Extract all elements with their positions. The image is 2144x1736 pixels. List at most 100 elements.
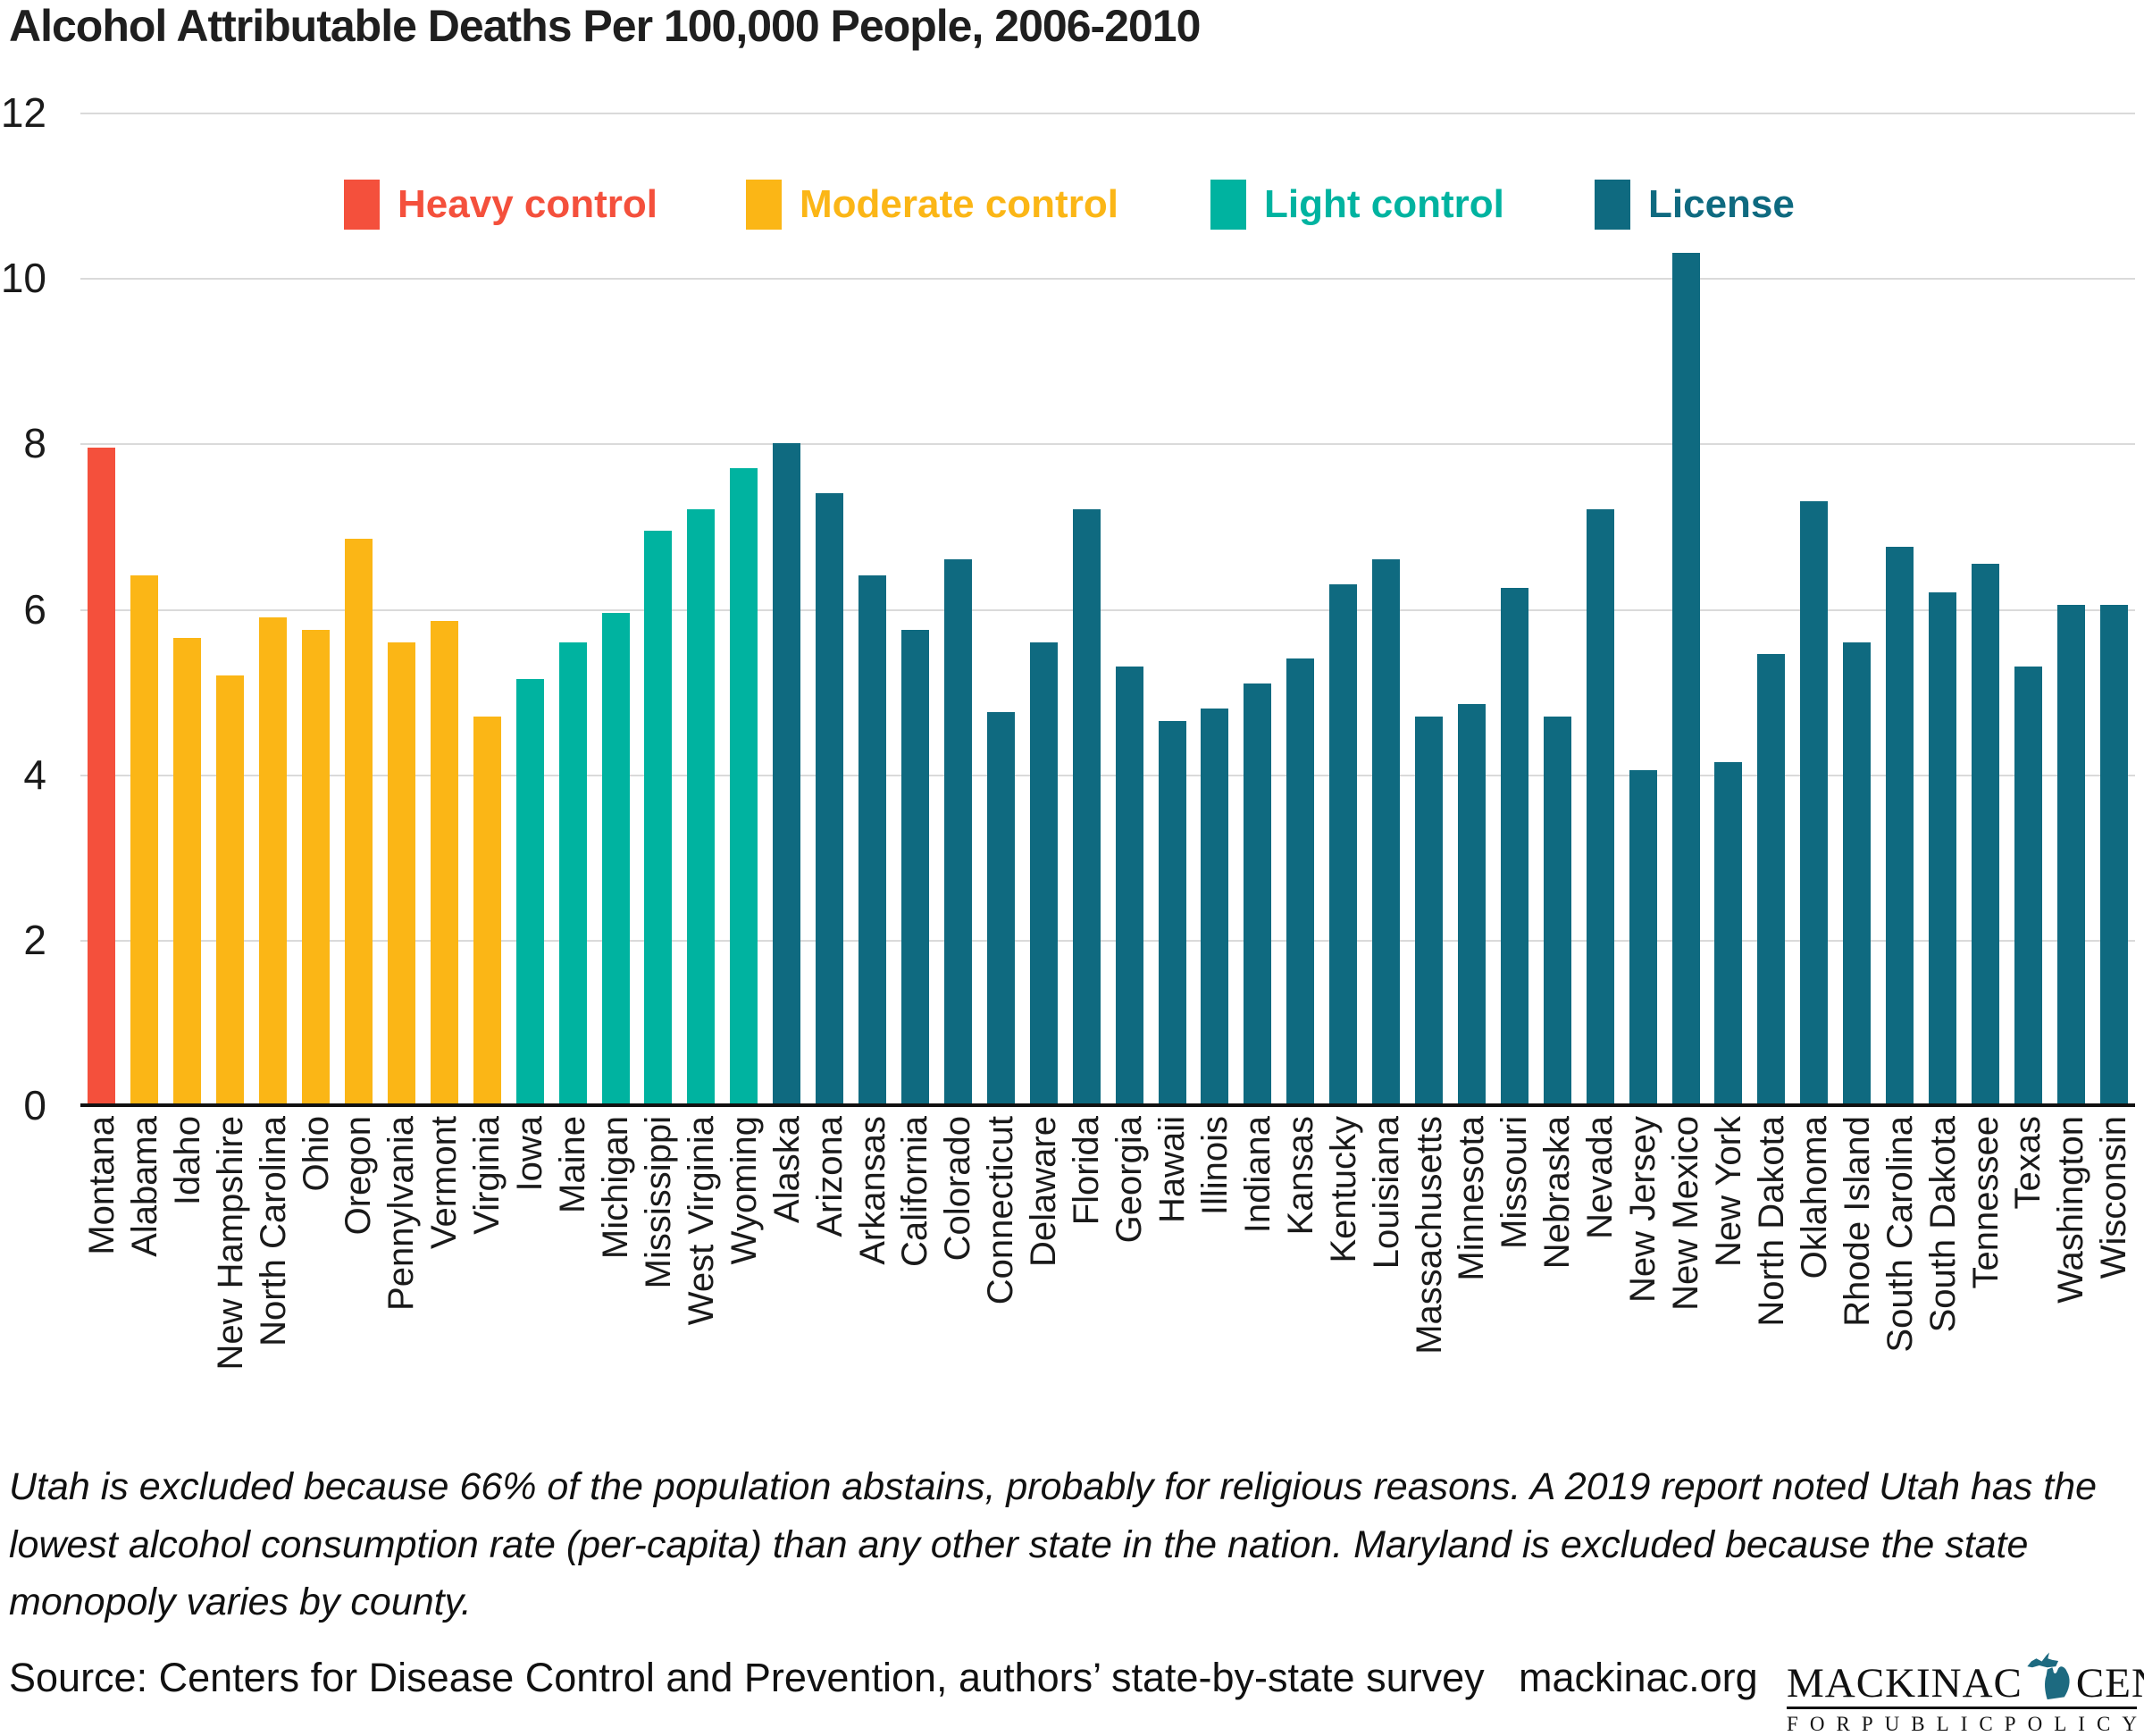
x-label-south-carolina: South Carolina	[1880, 1116, 1920, 1353]
x-label-slot-nebraska: Nebraska	[1536, 1116, 1579, 1424]
x-label-slot-north-dakota: North Dakota	[1750, 1116, 1793, 1424]
bar-slot-north-carolina	[252, 113, 295, 1105]
x-label-arkansas: Arkansas	[852, 1116, 892, 1265]
bar-mississippi	[644, 530, 673, 1105]
x-label-slot-rhode-island: Rhode Island	[1836, 1116, 1879, 1424]
bar-slot-texas	[2006, 113, 2049, 1105]
bar-georgia	[1115, 667, 1143, 1105]
x-label-slot-arkansas: Arkansas	[851, 1116, 894, 1424]
x-label-slot-hawaii: Hawaii	[1151, 1116, 1193, 1424]
x-label-north-dakota: North Dakota	[1751, 1116, 1791, 1327]
x-label-virginia: Virginia	[467, 1116, 507, 1235]
bar-slot-mississippi	[637, 113, 680, 1105]
bar-north-dakota	[1757, 654, 1786, 1105]
bar-new-jersey	[1629, 770, 1657, 1105]
bar-slot-florida	[1065, 113, 1108, 1105]
bar-colorado	[943, 558, 972, 1105]
x-label-colorado: Colorado	[938, 1116, 978, 1262]
x-label-illinois: Illinois	[1194, 1116, 1235, 1216]
bar-virginia	[473, 716, 501, 1105]
x-label-california: California	[895, 1116, 935, 1267]
bar-alaska	[773, 443, 801, 1105]
x-label-slot-georgia: Georgia	[1108, 1116, 1151, 1424]
bar-slot-colorado	[936, 113, 979, 1105]
bar-illinois	[1201, 708, 1229, 1105]
bar-pennylvania	[387, 642, 415, 1105]
bar-slot-wisconsin	[2092, 113, 2135, 1105]
y-tick-10: 10	[0, 255, 46, 302]
x-label-connecticut: Connecticut	[981, 1116, 1021, 1305]
bar-nebraska	[1543, 716, 1571, 1105]
x-label-kansas: Kansas	[1280, 1116, 1320, 1236]
michigan-state-icon	[2027, 1652, 2070, 1700]
x-label-slot-connecticut: Connecticut	[979, 1116, 1022, 1424]
x-label-slot-kansas: Kansas	[1279, 1116, 1322, 1424]
logo-word-left: MACKINAC	[1787, 1660, 2023, 1707]
bar-slot-iowa	[508, 113, 551, 1105]
x-label-minnesota: Minnesota	[1452, 1116, 1492, 1281]
x-label-pennylvania: Pennylvania	[381, 1116, 422, 1311]
x-label-delaware: Delaware	[1024, 1116, 1064, 1267]
bar-slot-wyoming	[723, 113, 766, 1105]
x-label-slot-arizona: Arizona	[808, 1116, 851, 1424]
bar-slot-rhode-island	[1836, 113, 1879, 1105]
x-label-texas: Texas	[2008, 1116, 2048, 1210]
bar-hawaii	[1158, 720, 1186, 1105]
bar-north-carolina	[259, 616, 288, 1105]
x-label-washington: Washington	[2051, 1116, 2091, 1304]
x-label-oregon: Oregon	[339, 1116, 379, 1236]
bar-slot-alabama	[123, 113, 166, 1105]
x-label-mississippi: Mississippi	[638, 1116, 678, 1289]
bar-slot-south-carolina	[1879, 113, 1922, 1105]
y-tick-12: 12	[0, 89, 46, 136]
x-label-slot-montana: Montana	[80, 1116, 123, 1424]
gridline-6	[80, 608, 2135, 611]
bar-slot-oregon	[338, 113, 381, 1105]
source-text: Source: Centers for Disease Control and …	[9, 1655, 1485, 1700]
x-label-slot-south-dakota: South Dakota	[1922, 1116, 1964, 1424]
x-label-slot-illinois: Illinois	[1193, 1116, 1236, 1424]
bar-slot-arkansas	[851, 113, 894, 1105]
bar-slot-montana	[80, 113, 123, 1105]
x-label-slot-minnesota: Minnesota	[1451, 1116, 1494, 1424]
x-label-slot-alabama: Alabama	[123, 1116, 166, 1424]
bar-slot-tennessee	[1964, 113, 2007, 1105]
bar-slot-new-jersey	[1621, 113, 1664, 1105]
x-label-slot-north-carolina: North Carolina	[252, 1116, 295, 1424]
bar-slot-michigan	[594, 113, 637, 1105]
legend-swatch-heavy-control	[344, 180, 380, 230]
bar-arizona	[816, 492, 844, 1105]
x-label-wisconsin: Wisconsin	[2094, 1116, 2134, 1279]
bar-series	[80, 113, 2135, 1105]
bar-slot-nebraska	[1536, 113, 1579, 1105]
x-label-nebraska: Nebraska	[1537, 1116, 1578, 1270]
x-label-tennessee: Tennessee	[1965, 1116, 2006, 1289]
logo-word-right: CENTER	[2075, 1660, 2144, 1707]
x-label-vermont: Vermont	[424, 1116, 465, 1249]
x-label-slot-colorado: Colorado	[936, 1116, 979, 1424]
x-label-slot-tennessee: Tennessee	[1964, 1116, 2007, 1424]
legend-swatch-license	[1595, 180, 1630, 230]
x-label-rhode-island: Rhode Island	[1837, 1116, 1877, 1327]
x-label-maine: Maine	[553, 1116, 593, 1213]
bar-arkansas	[858, 575, 887, 1105]
legend-swatch-moderate-control	[746, 180, 782, 230]
y-tick-0: 0	[23, 1082, 46, 1128]
x-label-slot-new-york: New York	[1707, 1116, 1750, 1424]
bar-slot-oklahoma	[1793, 113, 1836, 1105]
bar-montana	[88, 447, 116, 1105]
bar-slot-idaho	[166, 113, 209, 1105]
legend-label-moderate-control: Moderate control	[800, 182, 1118, 226]
bar-minnesota	[1457, 703, 1486, 1105]
y-tick-6: 6	[23, 585, 46, 633]
x-label-oklahoma: Oklahoma	[1794, 1116, 1834, 1279]
x-label-iowa: Iowa	[510, 1116, 550, 1192]
bar-slot-delaware	[1022, 113, 1065, 1105]
legend-label-light-control: Light control	[1264, 182, 1504, 226]
bar-slot-minnesota	[1451, 113, 1494, 1105]
bar-slot-nevada	[1579, 113, 1621, 1105]
x-label-slot-new-hampshire: New Hampshire	[209, 1116, 252, 1424]
x-label-new-hampshire: New Hampshire	[210, 1116, 250, 1371]
